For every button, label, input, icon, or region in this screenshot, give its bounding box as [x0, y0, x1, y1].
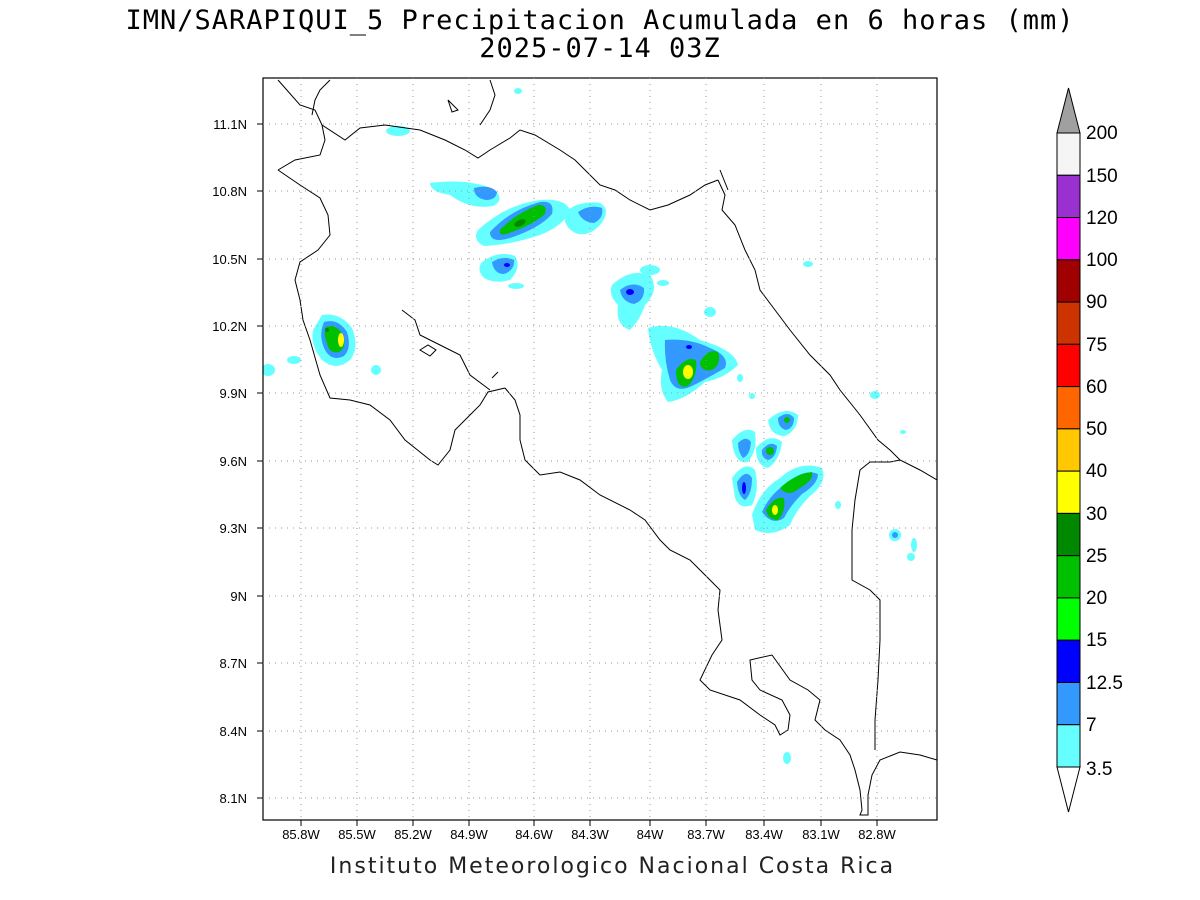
y-tick-label: 9.9N [220, 386, 247, 401]
y-tick-label: 8.4N [220, 724, 247, 739]
colorbar-segment [1056, 555, 1081, 599]
precip-cell [732, 429, 756, 463]
precip-cell [479, 254, 518, 282]
y-tick-label: 8.1N [220, 791, 247, 806]
colorbar-segment [1056, 470, 1081, 514]
precip-cell [756, 438, 782, 468]
y-tick-label: 10.8N [212, 184, 247, 199]
colorbar-label: 50 [1086, 419, 1107, 440]
precip-cell [610, 265, 669, 330]
colorbar-label: 60 [1086, 377, 1107, 398]
colorbar-label: 7 [1086, 715, 1097, 736]
y-axis-labels: 11.1N 10.8N 10.5N 10.2N 9.9N 9.6N 9.3N 9… [212, 117, 247, 806]
colorbar-segment [1056, 343, 1081, 388]
x-tick-label: 83.7W [687, 827, 725, 842]
colorbar-label: 3.5 [1086, 759, 1112, 780]
colorbar-label: 120 [1086, 208, 1118, 229]
colorbar-segment [1056, 512, 1081, 557]
colorbar-segment [1056, 217, 1081, 261]
colorbar-segment [1056, 428, 1081, 472]
map-subtitle-date: 2025-07-14 03Z [479, 33, 721, 64]
x-tick-label: 84.9W [450, 827, 488, 842]
colorbar-label: 40 [1086, 461, 1107, 482]
colorbar-segment [1056, 174, 1081, 219]
colorbar-top-arrow [1056, 87, 1081, 134]
colorbar-label: 75 [1086, 335, 1107, 356]
x-tick-label: 82.8W [858, 827, 896, 842]
y-tick-label: 11.1N [213, 117, 247, 132]
y-tick-label: 9.3N [220, 521, 247, 536]
x-tick-label: 83.1W [802, 827, 840, 842]
map-title: IMN/SARAPIQUI_5 Precipitacion Acumulada … [125, 5, 1075, 36]
colorbar-bottom-arrow [1056, 766, 1081, 813]
x-tick-label: 83.4W [745, 827, 783, 842]
colorbar-label: 20 [1086, 588, 1107, 609]
y-tick-label: 8.7N [220, 656, 247, 671]
map-frame [262, 77, 938, 821]
colorbar-segment [1056, 386, 1081, 430]
x-tick-label: 84.3W [571, 827, 609, 842]
colorbar: 200 150 120 100 90 75 60 50 40 30 25 20 … [1056, 87, 1123, 813]
precipitation-layer [263, 88, 917, 764]
colorbar-segment [1056, 132, 1081, 176]
precip-cell [312, 314, 356, 366]
colorbar-label: 150 [1086, 166, 1118, 187]
precip-cell [768, 411, 798, 436]
colorbar-label: 12.5 [1086, 673, 1123, 694]
x-tick-label: 85.8W [282, 827, 320, 842]
x-tick-label: 84W [637, 827, 664, 842]
precip-cell [564, 202, 606, 235]
x-tick-label: 85.2W [394, 827, 432, 842]
y-tick-label: 9.6N [220, 454, 247, 469]
precip-cell [648, 307, 743, 402]
graticule [257, 78, 937, 826]
colorbar-segment [1056, 724, 1081, 768]
footer-credit: Instituto Meteorologico Nacional Costa R… [329, 854, 896, 879]
colorbar-segment [1056, 681, 1081, 726]
y-tick-label: 10.2N [212, 319, 247, 334]
colorbar-label: 25 [1086, 546, 1107, 567]
precip-cell [732, 466, 757, 507]
colorbar-label: 30 [1086, 504, 1107, 525]
x-tick-label: 84.6W [515, 827, 553, 842]
colorbar-label: 15 [1086, 630, 1107, 651]
x-tick-label: 85.5W [338, 827, 376, 842]
colorbar-label: 100 [1086, 250, 1118, 271]
colorbar-segment [1056, 259, 1081, 303]
colorbar-segment [1056, 597, 1081, 641]
colorbar-segment [1056, 301, 1081, 345]
precip-cell [430, 181, 570, 246]
colorbar-label: 200 [1086, 123, 1118, 144]
y-tick-label: 10.5N [212, 252, 247, 267]
precip-cell [752, 465, 824, 534]
y-tick-label: 9N [230, 589, 247, 604]
coastlines [277, 79, 937, 816]
x-axis-labels: 85.8W 85.5W 85.2W 84.9W 84.6W 84.3W 84W … [282, 827, 896, 842]
colorbar-segment [1056, 639, 1081, 683]
colorbar-label: 90 [1086, 292, 1107, 313]
